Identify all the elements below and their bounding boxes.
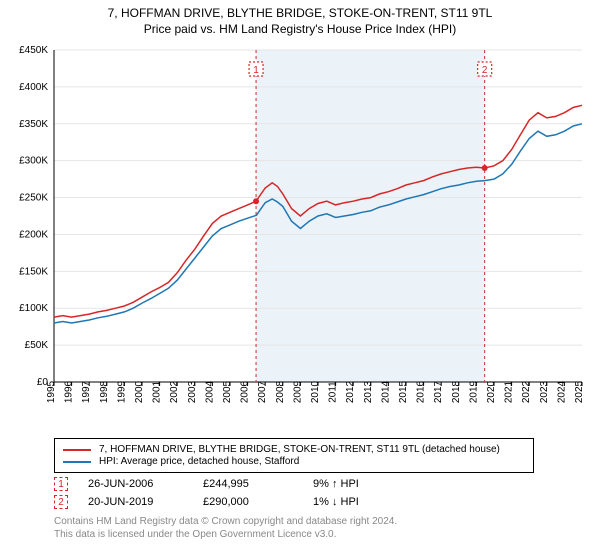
x-tick-label: 2005 <box>222 380 233 403</box>
shaded-region <box>256 50 485 382</box>
legend-item: 7, HOFFMAN DRIVE, BLYTHE BRIDGE, STOKE-O… <box>63 444 525 455</box>
x-tick-label: 2025 <box>574 380 585 403</box>
marker-date: 26-JUN-2006 <box>88 478 183 490</box>
x-tick-label: 2010 <box>310 380 321 403</box>
marker-hpi: 1% ↓ HPI <box>313 496 403 508</box>
x-tick-label: 2017 <box>433 380 444 403</box>
x-tick-label: 2002 <box>169 380 180 403</box>
x-tick-label: 2014 <box>380 380 391 403</box>
legend-swatch <box>63 461 91 463</box>
x-tick-label: 2013 <box>363 380 374 403</box>
marker-table-row: 2 20-JUN-2019 £290,000 1% ↓ HPI <box>54 495 590 509</box>
x-tick-label: 2015 <box>398 380 409 403</box>
chart-title: 7, HOFFMAN DRIVE, BLYTHE BRIDGE, STOKE-O… <box>10 6 590 20</box>
x-tick-label: 2020 <box>486 380 497 403</box>
x-tick-label: 2023 <box>539 380 550 403</box>
chart-subtitle: Price paid vs. HM Land Registry's House … <box>10 22 590 36</box>
marker-price: £290,000 <box>203 496 293 508</box>
y-tick-label: £450K <box>19 45 48 56</box>
marker-hpi: 9% ↑ HPI <box>313 478 403 490</box>
x-tick-label: 2019 <box>468 380 479 403</box>
marker-dot <box>482 165 488 171</box>
legend-item: HPI: Average price, detached house, Staf… <box>63 456 525 467</box>
y-tick-label: £350K <box>19 119 48 130</box>
y-tick-label: £250K <box>19 193 48 204</box>
y-tick-label: £150K <box>19 266 48 277</box>
x-tick-label: 2018 <box>451 380 462 403</box>
x-tick-label: 1996 <box>64 380 75 403</box>
y-tick-label: £400K <box>19 82 48 93</box>
marker-badge-number: 2 <box>482 65 488 76</box>
marker-table-badge: 2 <box>54 495 68 509</box>
x-tick-label: 1995 <box>46 380 57 403</box>
x-tick-label: 2021 <box>504 380 515 403</box>
marker-table: 1 26-JUN-2006 £244,995 9% ↑ HPI 2 20-JUN-2019… <box>54 477 590 509</box>
x-tick-label: 2008 <box>275 380 286 403</box>
x-tick-label: 2000 <box>134 380 145 403</box>
marker-date: 20-JUN-2019 <box>88 496 183 508</box>
footer-line-1: Contains HM Land Registry data © Crown c… <box>54 515 590 528</box>
x-tick-label: 2006 <box>240 380 251 403</box>
x-tick-label: 2001 <box>152 380 163 403</box>
line-chart: £0£50K£100K£150K£200K£250K£300K£350K£400… <box>10 42 590 432</box>
legend-label: HPI: Average price, detached house, Staf… <box>99 456 299 467</box>
x-tick-label: 2012 <box>345 380 356 403</box>
chart-container: 7, HOFFMAN DRIVE, BLYTHE BRIDGE, STOKE-O… <box>0 0 600 560</box>
footer-line-2: This data is licensed under the Open Gov… <box>54 528 590 541</box>
marker-dot <box>253 198 259 204</box>
marker-table-row: 1 26-JUN-2006 £244,995 9% ↑ HPI <box>54 477 590 491</box>
y-tick-label: £100K <box>19 303 48 314</box>
x-tick-label: 2009 <box>292 380 303 403</box>
x-tick-label: 2016 <box>416 380 427 403</box>
legend-label: 7, HOFFMAN DRIVE, BLYTHE BRIDGE, STOKE-O… <box>99 444 500 455</box>
y-tick-label: £300K <box>19 156 48 167</box>
x-tick-label: 2007 <box>257 380 268 403</box>
x-tick-label: 2004 <box>204 380 215 403</box>
legend: 7, HOFFMAN DRIVE, BLYTHE BRIDGE, STOKE-O… <box>54 438 534 473</box>
x-tick-label: 2024 <box>556 380 567 403</box>
x-tick-label: 1997 <box>81 380 92 403</box>
x-tick-label: 2022 <box>521 380 532 403</box>
marker-price: £244,995 <box>203 478 293 490</box>
marker-badge-number: 1 <box>253 65 259 76</box>
x-tick-label: 2003 <box>187 380 198 403</box>
y-tick-label: £50K <box>25 340 49 351</box>
footer-attribution: Contains HM Land Registry data © Crown c… <box>54 515 590 541</box>
legend-swatch <box>63 449 91 451</box>
x-tick-label: 1999 <box>116 380 127 403</box>
marker-table-badge: 1 <box>54 477 68 491</box>
x-tick-label: 2011 <box>328 381 339 403</box>
x-tick-label: 1998 <box>99 380 110 403</box>
chart-svg: £0£50K£100K£150K£200K£250K£300K£350K£400… <box>10 42 590 432</box>
y-tick-label: £200K <box>19 229 48 240</box>
